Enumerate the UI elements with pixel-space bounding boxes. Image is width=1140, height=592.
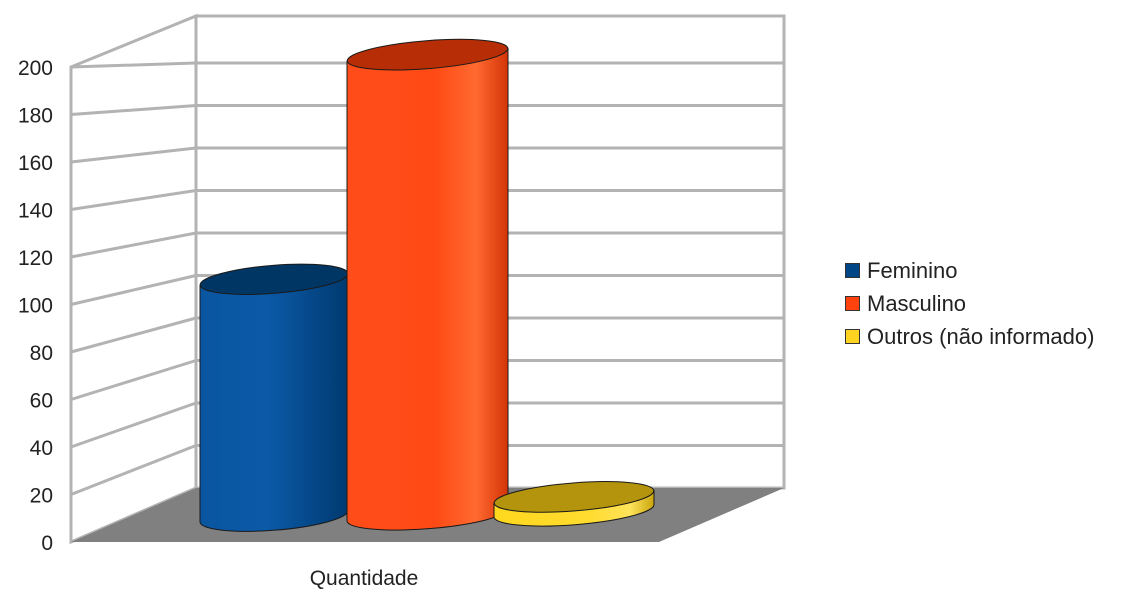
- y-axis-ticks: 0 20 40 60 80 100 120 140 160 180 200: [18, 57, 53, 555]
- legend-swatch-masculino: [845, 296, 860, 311]
- gridline: [70, 359, 197, 401]
- x-category-label: Quantidade: [310, 567, 419, 590]
- y-tick-label: 60: [30, 390, 53, 413]
- y-tick-label: 40: [30, 437, 53, 460]
- gridline: [70, 274, 197, 306]
- gridline: [70, 146, 197, 164]
- gridline: [70, 401, 197, 449]
- gridline: [70, 231, 197, 259]
- gridline: [70, 104, 197, 116]
- y-tick-label: 200: [18, 57, 53, 80]
- gridline: [70, 316, 197, 354]
- gridline: [70, 189, 197, 211]
- y-tick-label: 0: [41, 532, 53, 555]
- legend-label: Outros (não informado): [867, 323, 1095, 349]
- legend-item-feminino: Feminino: [845, 254, 1094, 287]
- y-tick-label: 160: [18, 152, 53, 175]
- legend-label: Feminino: [867, 257, 958, 283]
- y-tick-label: 120: [18, 247, 53, 270]
- gridline: [70, 444, 197, 496]
- y-tick-label: 140: [18, 200, 53, 223]
- gridline: [70, 61, 197, 69]
- y-tick-label: 20: [30, 485, 53, 508]
- legend-label: Masculino: [867, 290, 967, 316]
- bars: [199, 38, 655, 532]
- bar: [346, 38, 509, 531]
- legend-item-outros: Outros (não informado): [845, 320, 1094, 353]
- bar-top: [346, 38, 509, 71]
- y-tick-label: 100: [18, 295, 53, 318]
- legend: Feminino Masculino Outros (não informado…: [845, 254, 1094, 353]
- legend-swatch-outros: [845, 329, 860, 344]
- y-tick-label: 80: [30, 342, 53, 365]
- y-tick-label: 180: [18, 105, 53, 128]
- bar-body: [199, 272, 349, 532]
- legend-swatch-feminino: [845, 263, 860, 278]
- bar-body: [346, 47, 509, 531]
- bar: [199, 263, 349, 532]
- legend-item-masculino: Masculino: [845, 287, 1094, 320]
- bar-top: [493, 481, 655, 513]
- bar: [493, 481, 655, 527]
